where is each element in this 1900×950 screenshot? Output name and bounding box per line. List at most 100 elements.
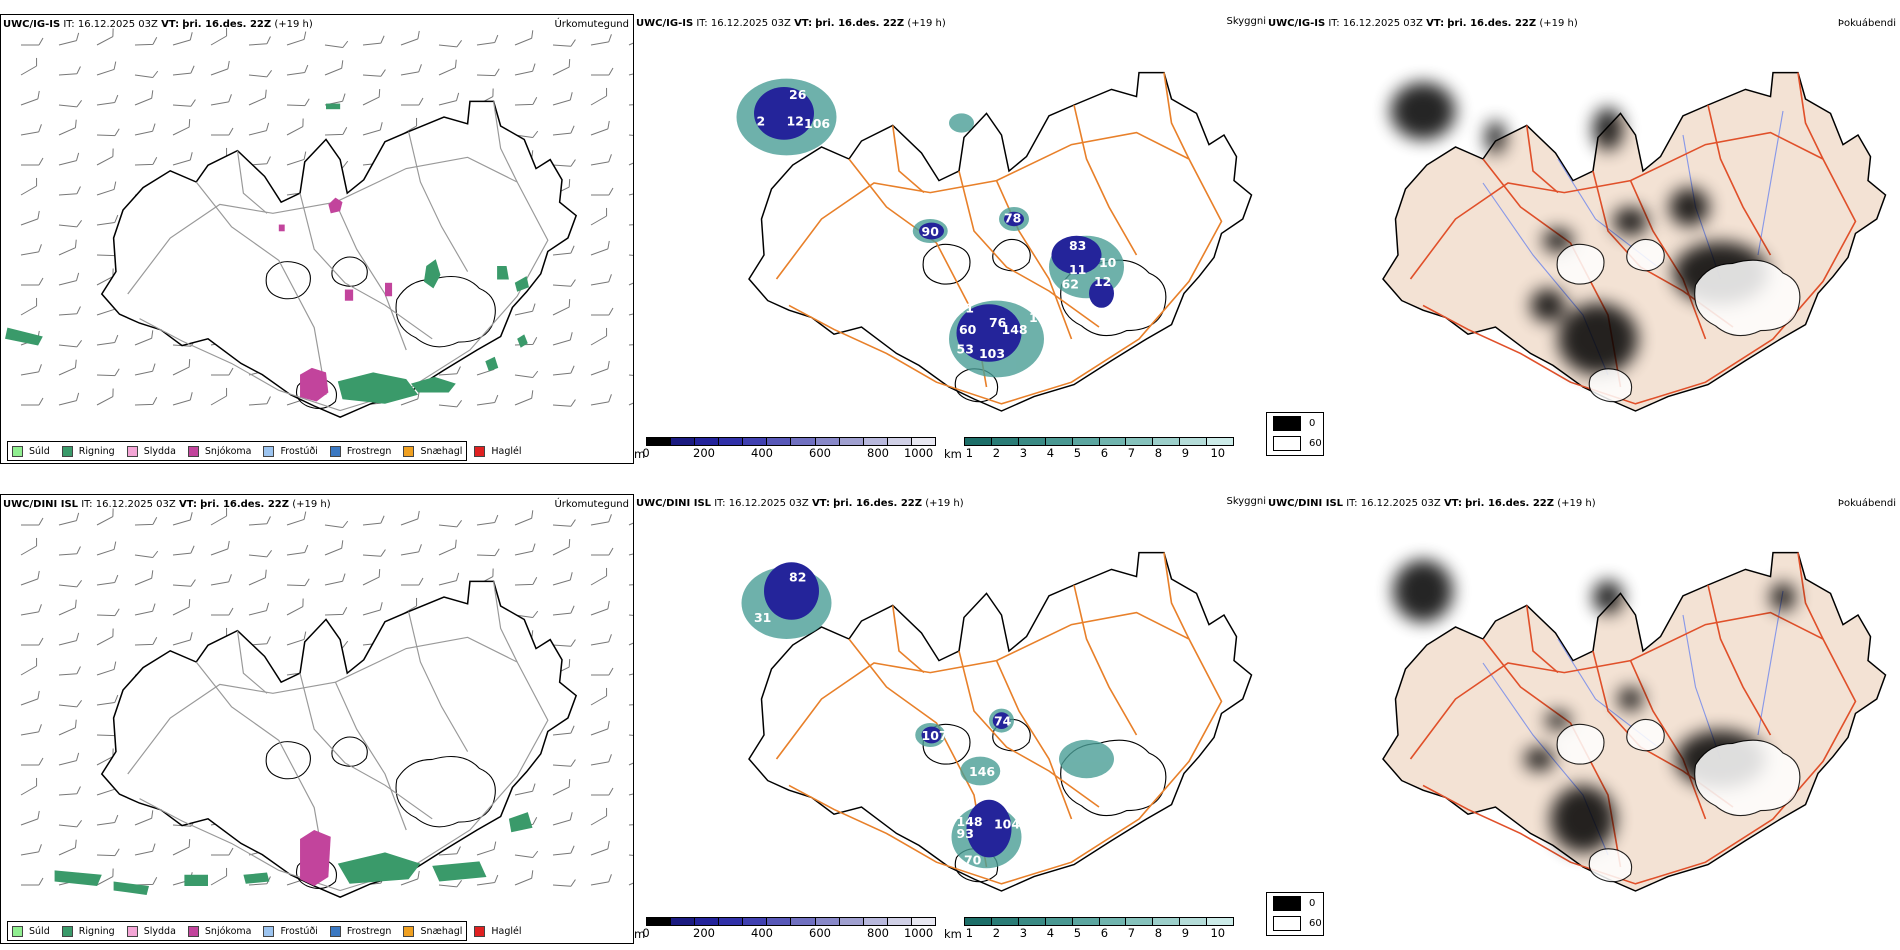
svg-text:62: 62 — [1062, 278, 1079, 292]
wind-barb — [58, 152, 80, 166]
wind-barb — [514, 543, 536, 556]
wind-barb — [211, 367, 234, 376]
svg-text:148: 148 — [957, 815, 983, 829]
wind-barb — [172, 599, 191, 616]
wind-barb — [362, 69, 386, 77]
rain-cells — [5, 103, 529, 404]
wind-barb — [210, 27, 228, 46]
wind-barb — [58, 700, 83, 708]
wind-barb — [134, 810, 154, 826]
wind-barb — [172, 632, 193, 646]
ceiling-swatch — [767, 438, 792, 445]
wind-barb — [324, 60, 344, 76]
wind-barb — [590, 754, 612, 766]
wind-barb — [172, 119, 191, 136]
wind-barb — [438, 92, 460, 106]
wind-barb — [96, 848, 120, 857]
wind-barb — [628, 542, 633, 556]
ceiling-swatch — [719, 438, 744, 445]
visibility-swatch — [1099, 918, 1127, 925]
wind-barb — [172, 839, 191, 856]
wind-barb — [628, 336, 633, 346]
wind-barb — [401, 97, 424, 106]
fog-index-panel-dini: UWC/DINI ISL IT: 16.12.2025 03Z VT: þri.… — [1266, 494, 1900, 944]
wind-barb — [590, 207, 608, 226]
wind-barb — [58, 66, 81, 76]
wind-barb — [628, 730, 633, 738]
wind-barb — [20, 690, 40, 706]
svg-text:53: 53 — [957, 343, 974, 357]
wind-barb — [476, 548, 500, 557]
wind-barb — [58, 392, 80, 406]
wind-barb — [628, 96, 633, 106]
wind-barb — [514, 63, 536, 76]
wind-barb — [628, 850, 633, 858]
ceiling-swatch — [863, 438, 888, 445]
wind-barb — [286, 578, 310, 587]
wind-barb — [401, 577, 424, 586]
svg-text:31: 31 — [754, 611, 771, 625]
wind-barb — [552, 725, 575, 736]
snow-cells — [300, 830, 331, 886]
wind-barb — [58, 512, 80, 526]
wind-barb — [96, 181, 117, 196]
wind-barb — [172, 512, 193, 526]
wind-barb — [58, 359, 77, 376]
ceiling-swatch — [767, 918, 792, 925]
wind-barb — [514, 370, 539, 379]
wind-barb — [362, 569, 381, 586]
ceiling-visibility-panel-ig: UWC/IG-IS IT: 16.12.2025 03Z VT: þri. 16… — [634, 14, 1266, 464]
wind-barb — [134, 37, 158, 46]
wind-barb — [20, 297, 38, 316]
svg-text:140: 140 — [1029, 311, 1055, 325]
precip-legend: Súld Rigning Slydda Snjókoma Frostúði Fr… — [7, 441, 522, 461]
wind-barb — [628, 149, 633, 166]
svg-text:76: 76 — [989, 316, 1006, 330]
wind-barb — [514, 783, 536, 796]
wind-barb — [134, 603, 156, 616]
wind-barb — [476, 68, 500, 77]
wind-barb — [21, 157, 44, 166]
ceiling-swatch — [695, 438, 720, 445]
wind-barb — [476, 841, 497, 856]
ceiling-swatch — [815, 438, 840, 445]
ceiling-swatch — [911, 438, 935, 445]
svg-text:104: 104 — [994, 818, 1020, 832]
wind-barb — [590, 274, 612, 286]
wind-barb — [552, 779, 571, 796]
svg-text:2: 2 — [757, 115, 766, 129]
wind-barb — [286, 98, 310, 107]
wind-barb — [96, 388, 114, 406]
panel-product-label: Þokuábendi — [1837, 498, 1896, 509]
wind-barb — [591, 187, 614, 196]
fog-index-map — [1382, 551, 1887, 892]
wind-barb — [324, 573, 346, 586]
wind-barb — [552, 572, 573, 586]
wind-barb — [134, 637, 158, 646]
wind-barb — [58, 752, 80, 766]
wind-barb — [438, 846, 461, 856]
wind-barb — [628, 389, 633, 406]
panel-product-label: Skyggni — [1226, 496, 1266, 507]
wind-barb — [58, 220, 83, 228]
wind-barb — [96, 541, 117, 556]
wind-barb — [21, 517, 44, 526]
wind-barb — [628, 182, 633, 196]
svg-text:78: 78 — [1004, 212, 1021, 226]
wind-barb — [172, 152, 193, 166]
svg-text:70: 70 — [964, 854, 981, 868]
wind-barb — [591, 787, 614, 796]
wind-barb — [552, 879, 576, 887]
wind-barb — [172, 99, 196, 107]
svg-text:41: 41 — [957, 302, 974, 316]
wind-barb — [590, 567, 608, 586]
ceiling-swatch — [647, 438, 672, 445]
visibility-swatch — [991, 918, 1019, 925]
panel-product-label: Úrkomutegund — [554, 19, 629, 30]
fog-fields — [1390, 82, 1768, 375]
ceiling-colorbar-swatches — [646, 437, 936, 446]
wind-barb — [628, 629, 633, 646]
wind-barb — [58, 340, 83, 348]
wind-barb — [438, 59, 457, 76]
wind-barb — [628, 749, 633, 766]
